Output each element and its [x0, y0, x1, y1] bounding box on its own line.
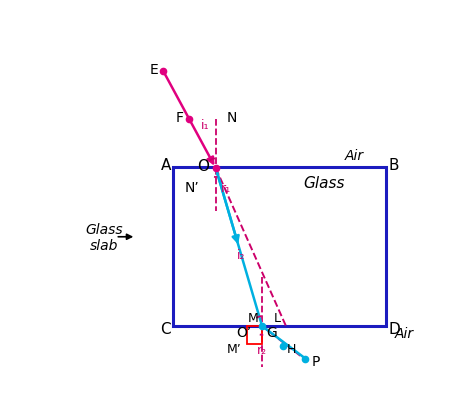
Text: H: H	[287, 343, 296, 356]
Text: i₁: i₁	[201, 119, 209, 132]
Text: E: E	[150, 63, 158, 77]
Text: Air: Air	[394, 326, 413, 340]
Text: O’: O’	[237, 325, 252, 339]
Text: G: G	[266, 325, 277, 339]
Text: D: D	[389, 321, 401, 336]
Text: Glass
slab: Glass slab	[85, 222, 123, 252]
Bar	[247, 326, 262, 344]
Text: A: A	[161, 157, 171, 173]
Text: P: P	[311, 354, 320, 368]
Text: Air: Air	[345, 149, 364, 163]
Text: F: F	[176, 111, 184, 125]
Text: L: L	[274, 311, 281, 324]
Text: Glass: Glass	[303, 176, 345, 191]
Text: M’: M’	[227, 343, 242, 356]
Text: r₁: r₁	[221, 181, 231, 195]
Text: i₂: i₂	[237, 248, 246, 261]
Text: B: B	[389, 157, 399, 173]
Text: r₂: r₂	[257, 344, 267, 356]
Text: N: N	[227, 111, 237, 125]
Text: O: O	[198, 158, 210, 173]
Bar	[173, 167, 386, 326]
Text: M: M	[247, 311, 258, 324]
Text: C: C	[161, 321, 171, 336]
Text: N’: N’	[184, 181, 199, 195]
